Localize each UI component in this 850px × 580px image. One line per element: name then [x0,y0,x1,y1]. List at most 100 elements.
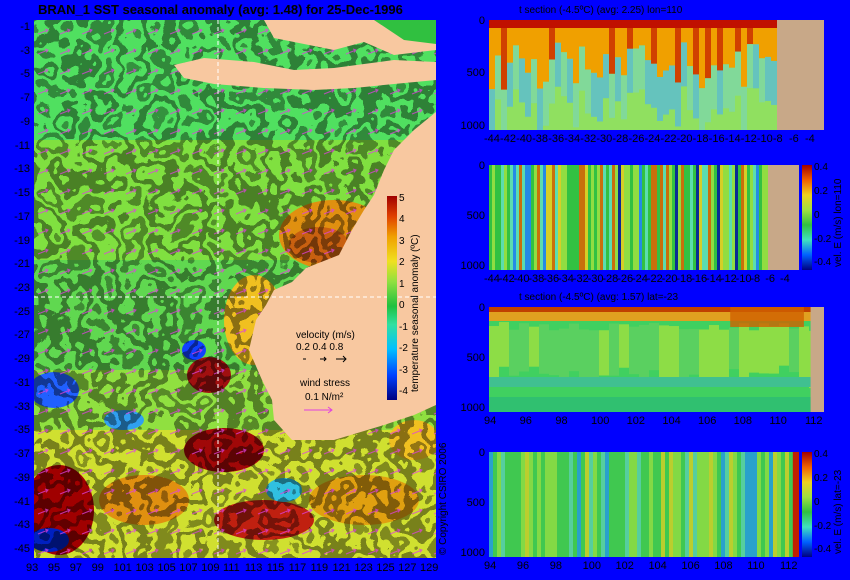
section-cell [621,165,624,270]
section-cell [531,20,537,60]
velocity-colorbar [802,452,812,557]
section-x-tick: 100 [582,560,602,572]
section-cell [633,452,637,557]
section-cell [697,452,701,557]
section-plot-1[interactable] [489,20,824,130]
map-lon-tick: 109 [201,562,220,574]
section-y-tick: 500 [466,67,485,80]
section-cell [561,20,567,28]
section-cell [645,20,651,28]
section-x-tick: -34 [564,133,581,145]
sst-colorbar-tick: -4 [399,386,408,398]
section-cell [687,66,693,111]
section-x-tick: 94 [484,560,497,572]
section-x-tick: -8 [750,273,761,285]
section-cell [711,65,717,110]
section-cell [543,20,549,28]
section-cell [757,452,761,557]
section-cell [627,48,633,93]
section-cell [624,165,627,270]
section-cell [669,20,675,28]
section-cell [588,165,591,270]
section-cell [498,165,501,270]
map-lon-tick: 107 [179,562,198,574]
section-cell [519,323,529,372]
map-lon-tick: 103 [135,562,154,574]
velocity-colorbar [802,165,812,270]
section-cell [537,20,543,89]
section-cell [495,55,501,100]
section-x-tick: -38 [528,273,545,285]
sst-anomaly-map[interactable] [34,20,436,558]
section-cell [771,20,777,61]
section-cell [581,452,585,557]
section-cell [597,452,601,557]
section-cell [675,20,681,83]
section-cell [730,307,804,327]
section-cell [555,20,561,28]
section-cell [549,165,552,270]
section-cell [489,307,824,312]
section-cell [753,165,756,270]
section-cell [505,452,509,557]
section-cell [663,20,669,71]
section-x-tick: -10 [735,273,752,285]
section-cell [648,165,651,270]
section-cell [699,20,705,89]
section-cell [645,165,648,270]
section-cell [669,65,675,110]
section-cell [615,20,621,28]
section-cell [493,452,497,557]
section-x-tick: 108 [714,560,733,572]
section-cell [609,73,615,118]
section-cell [561,165,564,270]
section-cell [517,452,521,557]
section-cell [597,77,603,122]
section-x-tick: -18 [676,273,693,285]
section-cell [525,452,529,557]
section-cell [669,165,672,270]
section-cell [735,20,741,52]
section-cell [510,165,513,270]
section-plot-3[interactable] [489,307,824,412]
section-cell [513,452,517,557]
section-cell [653,452,657,557]
section-cell [513,20,519,28]
section-cell [606,165,609,270]
map-lon-tick: 123 [354,562,373,574]
section-cell [543,165,546,270]
section-cell [617,452,621,557]
section-cell [577,452,581,557]
sst-colorbar-tick: 5 [399,193,405,204]
section-cell [589,452,593,557]
section-cell [549,452,553,557]
section-cell [565,452,569,557]
section-cell [543,81,549,126]
section-cell [711,165,714,270]
map-lon-tick: 93 [26,562,39,574]
section-x-tick: -16 [708,133,725,145]
section-cell [733,452,737,557]
map-lat-tick: -35 [14,424,30,437]
map-lon-tick: 121 [332,562,351,574]
section-plot-4[interactable] [489,452,799,557]
section-cell [792,452,799,557]
section-cell [705,20,711,79]
section-x-tick: 106 [681,560,700,572]
sst-colorbar-tick: 0 [399,300,405,312]
section-cell [679,329,689,380]
map-lat-tick: -27 [14,329,30,342]
sst-colorbar-tick: 1 [399,278,405,290]
section-cell [759,20,765,59]
section-cell [773,452,777,557]
section-cell [497,452,501,557]
section-canvas [489,307,824,412]
section-cell [549,59,555,104]
section-cell [645,452,649,557]
velocity-colorbar-label: vel. E (m/s) lat=-23 [833,469,844,554]
section-cell [681,452,685,557]
section-x-tick: -44 [484,273,500,285]
section-x-tick: 100 [591,415,610,427]
section-x-tick: -44 [484,133,500,145]
section-plot-2[interactable] [489,165,799,270]
